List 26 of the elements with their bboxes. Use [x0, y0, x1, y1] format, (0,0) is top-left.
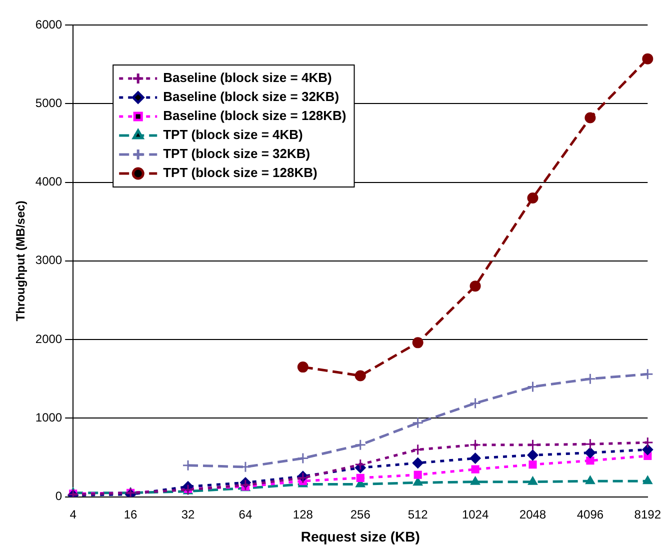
- y-tick-label: 2000: [35, 332, 62, 346]
- x-tick-label: 2048: [519, 507, 546, 522]
- x-tick-label: 16: [124, 507, 138, 522]
- y-tick-label: 6000: [35, 17, 62, 32]
- x-tick-label: 512: [408, 507, 428, 522]
- legend-label: Baseline (block size = 128KB): [163, 108, 346, 124]
- legend-label: TPT (block size = 128KB): [163, 165, 318, 180]
- legend-label: TPT (block size = 4KB): [163, 127, 303, 142]
- y-tick-label: 4000: [35, 174, 62, 189]
- y-tick-label: 3000: [35, 253, 62, 268]
- x-tick-label: 1024: [462, 507, 489, 522]
- legend-label: Baseline (block size = 32KB): [163, 89, 340, 104]
- y-tick-label: 1000: [35, 410, 62, 424]
- y-tick-label: 0: [55, 489, 62, 504]
- x-tick-label: 64: [238, 507, 252, 522]
- y-tick-label: 5000: [35, 96, 62, 110]
- x-tick-label: 256: [350, 507, 371, 522]
- x-tick-label: 4: [70, 507, 77, 522]
- x-axis-title: Request size (KB): [300, 528, 420, 544]
- y-axis-title: Throughput (MB/sec): [14, 200, 28, 322]
- x-tick-label: 8192: [634, 507, 662, 522]
- legend-label: Baseline (block size = 4KB): [163, 70, 332, 86]
- x-tick-label: 4096: [576, 507, 604, 522]
- x-tick-label: 32: [181, 507, 195, 522]
- legend-label: TPT (block size = 32KB): [163, 146, 310, 162]
- x-tick-label: 128: [292, 507, 314, 522]
